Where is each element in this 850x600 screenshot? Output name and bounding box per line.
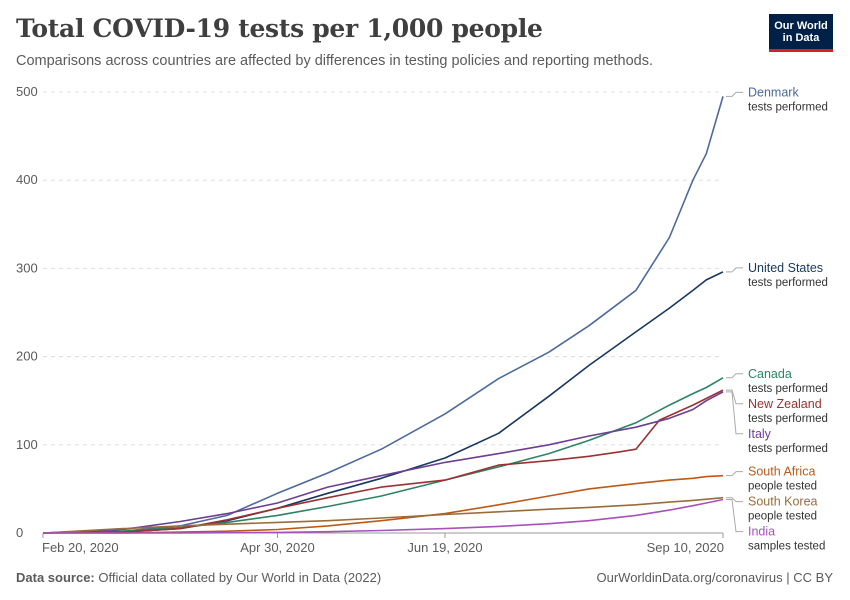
- legend-connector-italy: [726, 391, 743, 435]
- y-tick-label: 300: [16, 260, 38, 275]
- legend-note-south-africa: people tested: [748, 481, 817, 493]
- legend-note-canada: tests performed: [748, 383, 828, 395]
- x-tick-label: Feb 20, 2020: [42, 540, 119, 555]
- data-source-text[interactable]: Official data collated by Our World in D…: [98, 570, 382, 585]
- legend-connector-new-zealand: [726, 389, 743, 405]
- legend-label-new-zealand: New Zealand: [748, 397, 822, 411]
- x-tick-label: Sep 10, 2020: [647, 540, 724, 555]
- series-line-denmark: [42, 96, 724, 534]
- legend-note-south-korea: people tested: [748, 511, 817, 523]
- legend-label-united-states: United States: [748, 261, 823, 275]
- y-tick-label: 0: [16, 525, 23, 540]
- data-source: Data source: Official data collated by O…: [16, 570, 381, 585]
- legend-note-denmark: tests performed: [748, 101, 828, 113]
- legend-connector-south-korea: [726, 497, 743, 503]
- series-line-italy: [42, 391, 724, 534]
- data-source-label: Data source:: [16, 570, 95, 585]
- y-tick-label: 200: [16, 349, 38, 364]
- series-line-south-korea: [42, 496, 724, 534]
- legend-label-south-korea: South Korea: [748, 495, 818, 509]
- chart-title: Total COVID-19 tests per 1,000 people: [16, 14, 543, 43]
- legend-note-india: samples tested: [748, 541, 825, 553]
- legend-label-canada: Canada: [748, 367, 792, 381]
- y-tick-label: 400: [16, 172, 38, 187]
- x-tick-label: Apr 30, 2020: [240, 540, 314, 555]
- legend-connector-denmark: [726, 91, 743, 97]
- legend-label-denmark: Denmark: [748, 85, 799, 99]
- legend-connector-india: [726, 498, 743, 533]
- y-tick-label: 500: [16, 84, 38, 99]
- y-tick-label: 100: [16, 437, 38, 452]
- logo-line-1: Our World: [774, 20, 828, 32]
- legend-connector-canada: [726, 373, 743, 379]
- x-tick-label: Jun 19, 2020: [407, 540, 482, 555]
- series-line-india: [43, 498, 724, 534]
- series-line-united-states: [42, 271, 724, 534]
- legend-label-italy: Italy: [748, 427, 772, 441]
- series-line-south-africa: [43, 474, 724, 534]
- logo-line-2: in Data: [782, 32, 820, 44]
- series-line-new-zealand: [42, 389, 724, 534]
- legend-note-italy: tests performed: [748, 443, 828, 455]
- owid-logo[interactable]: Our World in Data: [769, 14, 833, 52]
- legend-connector-south-africa: [726, 471, 743, 477]
- legend-connector-united-states: [726, 267, 743, 273]
- chart-subtitle: Comparisons across countries are affecte…: [16, 53, 654, 69]
- legend-label-south-africa: South Africa: [748, 465, 815, 479]
- source-url-link[interactable]: OurWorldinData.org/coronavirus | CC BY: [596, 570, 833, 585]
- legend-label-india: India: [748, 525, 775, 539]
- series-line-canada: [42, 377, 724, 534]
- legend-note-united-states: tests performed: [748, 277, 828, 289]
- legend-note-new-zealand: tests performed: [748, 413, 828, 425]
